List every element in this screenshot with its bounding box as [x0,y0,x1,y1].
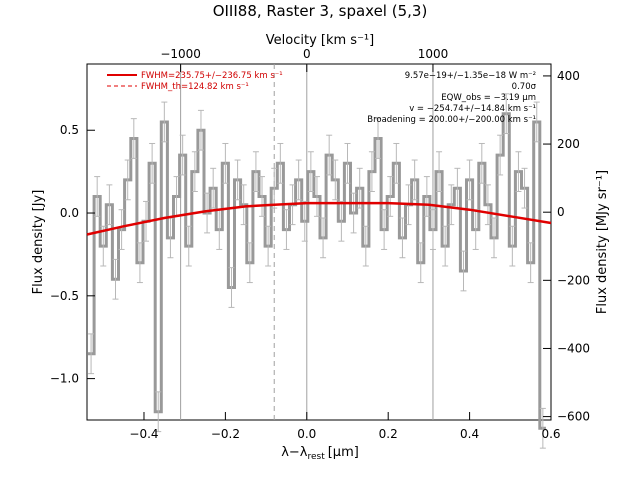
y-tick-label-1: 0.0 [60,206,79,220]
plot-frame [86,63,552,421]
x-axis-label-sub: rest [307,452,325,462]
series-0-histogram [88,112,546,430]
series-1-fit-line [86,201,552,236]
y-tick-label-0: 0.5 [60,123,79,137]
annotation-flux: 9.57e−19+/−1.35e−18 W m⁻² [405,71,536,81]
x-axis-label-main: λ−λ [281,445,308,460]
x-tick-label-0: −0.4 [129,427,158,441]
top-tick-label-2: 1000 [418,47,449,61]
x-axis-label: λ−λrest [μm] [281,445,359,462]
y-axis-right-label: Flux density [MJy sr⁻¹] [595,170,610,314]
fit-annotations: 9.57e−19+/−1.35e−18 W m⁻² 0.70σ EQW_obs … [367,71,536,125]
y-axis-label: Flux density [Jy] [31,190,46,295]
legend: FWHM=235.75+/−236.75 km s⁻¹ FWHM_th=124.… [107,71,283,92]
top-tick-label-1: 0 [303,47,311,61]
chart-title: OIII88, Raster 3, spaxel (5,3) [213,2,428,20]
x-tick-label-1: −0.2 [211,427,240,441]
annotation-eqw: EQW_obs = −3.19 μm [441,93,536,103]
y-right-tick-label-4: −400 [557,341,590,355]
x-tick-label-4: 0.4 [460,427,479,441]
annotation-sigma: 0.70σ [512,82,537,92]
annotation-broadening: Broadening = 200.00+/−200.00 km s⁻¹ [367,115,536,125]
y-right-tick-label-0: 400 [557,69,580,83]
legend-entry-dashed: FWHM_th=124.82 km s⁻¹ [141,82,249,92]
legend-entry-solid: FWHM=235.75+/−236.75 km s⁻¹ [141,71,283,81]
x-tick-label-3: 0.2 [379,427,398,441]
x-tick-label-2: 0.0 [297,427,316,441]
y-right-tick-label-3: −200 [557,273,590,287]
axis-ticks: −0.4 −0.2 0.0 0.2 0.4 0.6 −1000 0 1000 0.5 0.0 −0.5… [50,47,590,441]
x-tick-label-5: 0.6 [541,427,560,441]
top-tick-label-0: −1000 [160,47,201,61]
x-axis-top-label: Velocity [km s⁻¹] [266,33,374,48]
y-tick-label-3: −1.0 [50,372,79,386]
y-right-tick-label-2: 0 [557,205,565,219]
y-right-tick-label-5: −600 [557,410,590,424]
x-axis-label-unit: [μm] [328,445,359,460]
y-right-tick-label-1: 200 [557,137,580,151]
y-tick-label-2: −0.5 [50,289,79,303]
data-series [86,93,552,449]
annotation-velocity: v = −254.74+/−14.84 km s⁻¹ [409,104,536,114]
